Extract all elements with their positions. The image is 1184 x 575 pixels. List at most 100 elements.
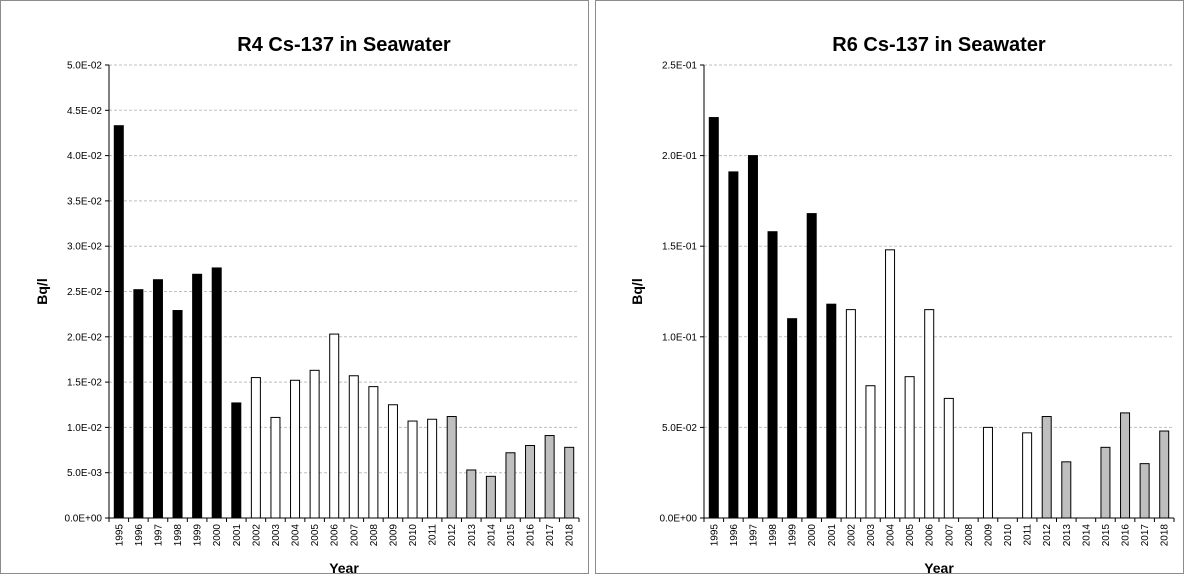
r6-bar-2005 — [904, 376, 915, 519]
r4-x-tick-label: 1996 — [134, 524, 145, 547]
r4-x-tick-label: 2017 — [545, 524, 556, 547]
r6-bar-2015 — [1100, 446, 1111, 519]
r4-bar-2007 — [348, 375, 359, 519]
r4-bar-2004 — [290, 379, 301, 519]
r4-bar-2018 — [564, 446, 575, 519]
r4-bar-1999 — [192, 273, 203, 519]
r4-y-tick-label: 2.5E-02 — [67, 287, 102, 298]
r6-x-tick-label: 2018 — [1160, 524, 1171, 547]
r4-x-tick-label: 1997 — [153, 524, 164, 547]
r4-bar-2001 — [231, 402, 242, 519]
r6-x-tick-label: 2000 — [807, 524, 818, 547]
r6-x-tick-label: 2009 — [983, 524, 994, 547]
r6-y-tick-label: 2.0E-01 — [662, 151, 697, 162]
r6-bar-2016 — [1120, 412, 1131, 519]
r4-y-tick-label: 1.0E-02 — [67, 423, 102, 434]
r6-x-tick-label: 2017 — [1140, 524, 1151, 547]
r4-x-tick-label: 2015 — [506, 524, 517, 547]
r6-bar-2001 — [826, 303, 837, 519]
r6-x-tick-label: 2004 — [886, 524, 897, 547]
r4-bar-2002 — [250, 377, 261, 519]
r4-y-tick-label: 4.5E-02 — [67, 106, 102, 117]
r4-bar-2017 — [544, 435, 555, 519]
r4-chart: R4 Cs-137 in Seawater 0.0E+00 5.0E-03 1.0E-… — [34, 34, 580, 575]
r6-x-axis-label: Year — [924, 560, 954, 575]
r6-x-tick-label: 1999 — [788, 524, 799, 547]
r6-bar-1996 — [728, 171, 739, 519]
r6-bar-2018 — [1159, 430, 1170, 519]
r6-bar-2017 — [1139, 463, 1150, 519]
r4-x-tick-label: 2016 — [526, 524, 537, 547]
r6-x-tick-label: 2014 — [1081, 524, 1092, 547]
r4-y-tick-label: 5.0E-03 — [67, 468, 102, 479]
r6-x-tick-label: 2010 — [1003, 524, 1014, 547]
r6-x-tick-label: 2013 — [1062, 524, 1073, 547]
r4-bar-2010 — [407, 420, 418, 519]
r4-y-tick-label: 2.0E-02 — [67, 332, 102, 343]
r6-bar-2002 — [845, 309, 856, 519]
r4-y-tick-label: 3.0E-02 — [67, 242, 102, 253]
r4-bar-1995 — [113, 125, 124, 519]
r6-x-tick-label: 2016 — [1121, 524, 1132, 547]
r4-x-tick-label: 2011 — [428, 524, 439, 546]
r4-x-tick-label: 2006 — [330, 524, 341, 547]
chart-panel-r6: R6 Cs-137 in Seawater 0.0E+00 5.0E-02 1.0E-… — [595, 0, 1184, 575]
r4-bar-2013 — [466, 469, 477, 519]
r4-x-tick-label: 1995 — [114, 524, 125, 547]
r4-x-tick-label: 2014 — [486, 524, 497, 547]
r4-x-tick-label: 2005 — [310, 524, 321, 547]
r4-bar-1996 — [133, 289, 144, 519]
r4-x-tick-label: 2007 — [349, 524, 360, 547]
r6-x-tick-label: 2015 — [1101, 524, 1112, 547]
r6-bar-1999 — [787, 318, 798, 519]
r6-bar-2012 — [1041, 416, 1052, 519]
r6-bar-2003 — [865, 385, 876, 519]
r4-bar-2009 — [387, 404, 398, 519]
r6-x-tick-label: 2007 — [944, 524, 955, 547]
r4-x-tick-label: 1998 — [173, 524, 184, 547]
r4-x-tick-label: 2018 — [565, 524, 576, 547]
r4-bar-2016 — [525, 445, 536, 519]
r6-x-tick-label: 1997 — [748, 524, 759, 547]
r6-x-tick-label: 2003 — [866, 524, 877, 547]
r4-y-tick-label: 4.0E-02 — [67, 151, 102, 162]
r6-x-tick-label: 1995 — [709, 524, 720, 547]
r4-bar-2014 — [485, 475, 496, 519]
r4-y-tick-label: 1.5E-02 — [67, 378, 102, 389]
r6-y-axis-label: Bq/l — [629, 278, 645, 304]
r4-y-tick-label: 0.0E+00 — [64, 514, 102, 525]
r6-bar-2004 — [885, 249, 896, 519]
r4-bar-1997 — [152, 279, 163, 519]
r4-x-tick-label: 2010 — [408, 524, 419, 547]
r4-bar-2011 — [427, 418, 438, 519]
r6-y-tick-label: 0.0E+00 — [659, 514, 697, 525]
r4-x-tick-label: 2009 — [388, 524, 399, 547]
r6-chart: R6 Cs-137 in Seawater 0.0E+00 5.0E-02 1.0E-… — [629, 34, 1175, 575]
r4-bar-1998 — [172, 310, 183, 519]
r4-bar-2000 — [211, 267, 222, 519]
r6-chart-title: R6 Cs-137 in Seawater — [832, 34, 1046, 56]
r6-bar-2006 — [924, 309, 935, 519]
r4-y-axis-label: Bq/l — [34, 278, 50, 304]
r6-bar-2011 — [1022, 432, 1033, 519]
r4-x-tick-label: 2012 — [447, 524, 458, 547]
r4-x-tick-label: 2000 — [212, 524, 223, 547]
r6-x-tick-label: 2011 — [1023, 524, 1034, 546]
r6-x-tick-label: 2005 — [905, 524, 916, 547]
r4-y-tick-label: 5.0E-02 — [67, 61, 102, 72]
r4-bar-2003 — [270, 416, 281, 519]
r6-x-tick-label: 2001 — [827, 524, 838, 547]
r4-x-tick-label: 2003 — [271, 524, 282, 547]
r4-x-tick-label: 2008 — [369, 524, 380, 547]
r6-y-tick-label: 1.0E-01 — [662, 332, 697, 343]
r6-bar-2007 — [943, 397, 954, 519]
r6-bar-2009 — [982, 426, 993, 519]
r4-x-tick-label: 2004 — [291, 524, 302, 547]
r6-y-tick-label: 2.5E-01 — [662, 61, 697, 72]
r6-bar-1995 — [708, 117, 719, 519]
r4-bar-2008 — [368, 386, 379, 519]
r4-bar-2005 — [309, 369, 320, 519]
r4-x-tick-label: 2013 — [467, 524, 478, 547]
r6-x-tick-label: 2008 — [964, 524, 975, 547]
r6-bar-1998 — [767, 231, 778, 519]
